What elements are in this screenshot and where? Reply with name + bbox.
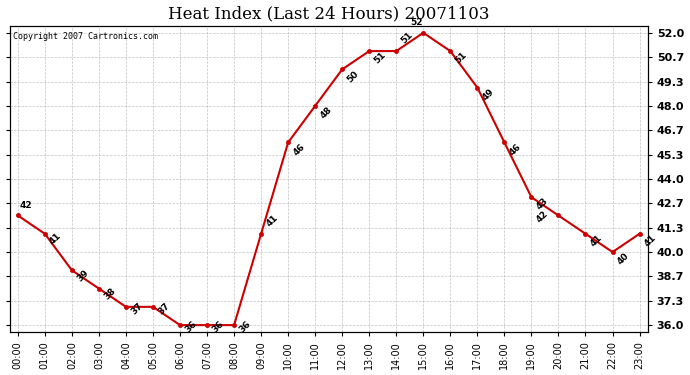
Text: 36: 36 bbox=[210, 319, 226, 334]
Text: 51: 51 bbox=[373, 51, 388, 66]
Text: 37: 37 bbox=[156, 301, 172, 316]
Text: 42: 42 bbox=[19, 201, 32, 210]
Text: Copyright 2007 Cartronics.com: Copyright 2007 Cartronics.com bbox=[13, 32, 158, 40]
Text: 50: 50 bbox=[346, 69, 361, 84]
Text: 51: 51 bbox=[453, 51, 469, 66]
Text: 48: 48 bbox=[318, 105, 334, 120]
Text: 51: 51 bbox=[400, 30, 415, 46]
Text: 43: 43 bbox=[535, 196, 550, 212]
Title: Heat Index (Last 24 Hours) 20071103: Heat Index (Last 24 Hours) 20071103 bbox=[168, 6, 489, 22]
Text: 37: 37 bbox=[129, 301, 144, 316]
Text: 40: 40 bbox=[615, 252, 631, 267]
Text: 41: 41 bbox=[48, 231, 63, 246]
Text: 41: 41 bbox=[589, 233, 604, 248]
Text: 41: 41 bbox=[643, 233, 658, 248]
Text: 36: 36 bbox=[184, 319, 199, 334]
Text: 36: 36 bbox=[237, 319, 253, 334]
Text: 42: 42 bbox=[534, 209, 549, 225]
Text: 46: 46 bbox=[291, 142, 306, 157]
Text: 38: 38 bbox=[102, 286, 117, 302]
Text: 52: 52 bbox=[410, 18, 422, 27]
Text: 49: 49 bbox=[481, 87, 496, 102]
Text: 39: 39 bbox=[75, 268, 90, 283]
Text: 41: 41 bbox=[264, 213, 279, 228]
Text: 46: 46 bbox=[508, 142, 523, 157]
